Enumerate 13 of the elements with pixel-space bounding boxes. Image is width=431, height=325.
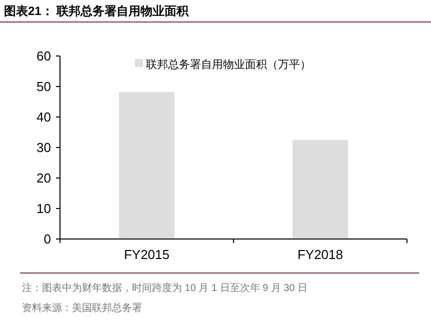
x-tick-label: FY2018 bbox=[297, 247, 344, 262]
legend-label: 联邦总务署自用物业面积（万平） bbox=[146, 58, 311, 71]
chart-title: 图表21： 联邦总务署自用物业面积 bbox=[4, 4, 190, 18]
y-tick-label: 50 bbox=[36, 79, 51, 94]
text: 资料来源：美国联邦总务署 bbox=[22, 302, 142, 314]
y-tick-label: 20 bbox=[36, 170, 51, 186]
text: 注：图表中为财年数据，时间跨度为 10 月 1 日至次年 9 月 30 日 bbox=[22, 282, 308, 294]
y-tick-label: 60 bbox=[36, 48, 51, 64]
y-tick-label: 0 bbox=[44, 232, 51, 246]
y-tick-label: 30 bbox=[36, 140, 51, 155]
x-tick-label: FY2015 bbox=[124, 247, 170, 262]
y-tick-label: 40 bbox=[36, 110, 51, 124]
y-tick-label: 10 bbox=[36, 201, 51, 216]
